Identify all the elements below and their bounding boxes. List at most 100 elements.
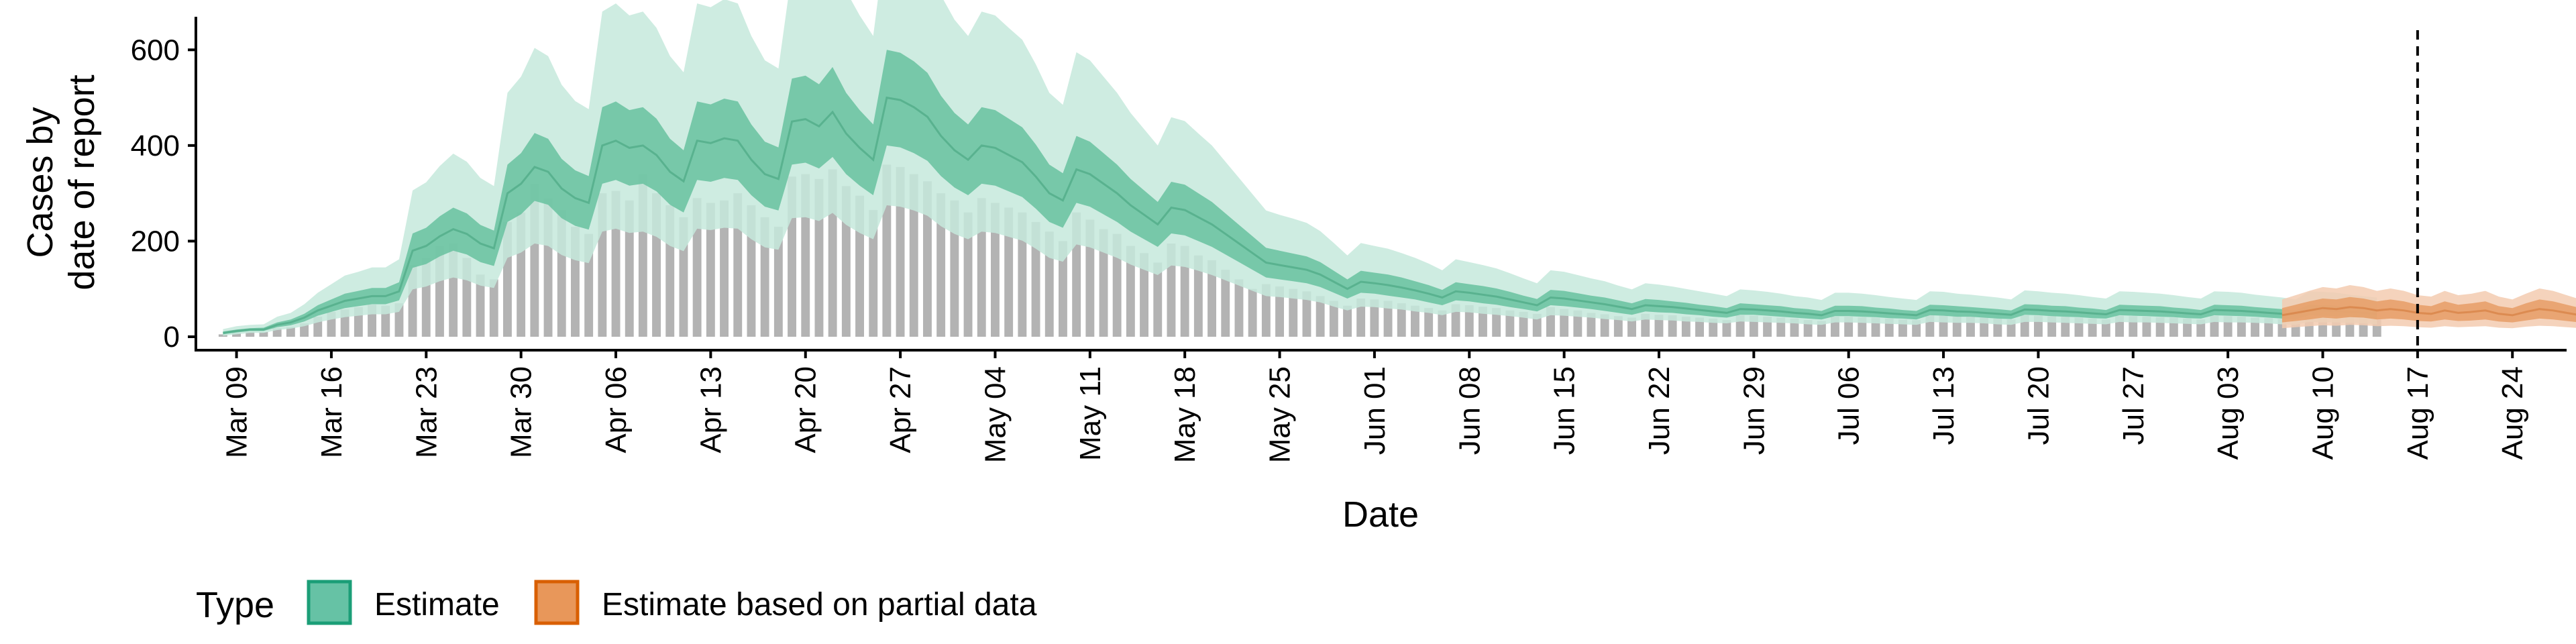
observed-bar bbox=[1221, 270, 1230, 337]
x-tick-label: Apr 20 bbox=[790, 366, 822, 453]
observed-bar bbox=[991, 203, 1000, 337]
observed-bar bbox=[246, 331, 255, 337]
observed-bar bbox=[896, 166, 905, 337]
observed-bar bbox=[1140, 253, 1148, 337]
observed-bar bbox=[1709, 318, 1718, 337]
axes: 0 200 400 600 Mar 09 Mar 16 Mar 23 Mar 30 Apr 0… bbox=[131, 17, 2567, 463]
legend-swatch-estimate bbox=[307, 580, 352, 625]
observed-bar bbox=[1505, 310, 1515, 337]
observed-bar bbox=[625, 200, 634, 337]
observed-bar bbox=[1600, 314, 1609, 337]
observed-bar bbox=[1519, 311, 1528, 337]
x-tick-label: Jul 27 bbox=[2117, 366, 2150, 445]
y-tick-label: 400 bbox=[131, 129, 180, 162]
x-tick-label: Jun 22 bbox=[1643, 366, 1676, 455]
x-tick-label: Jul 06 bbox=[1833, 366, 1866, 445]
observed-bar bbox=[1681, 317, 1690, 337]
x-tick-label: Jun 15 bbox=[1548, 366, 1581, 455]
observed-bar bbox=[1695, 317, 1704, 337]
observed-bar bbox=[286, 327, 295, 337]
observed-bar bbox=[1085, 219, 1095, 337]
x-axis-ticks: Mar 09 Mar 16 Mar 23 Mar 30 Apr 06 Apr 13 Apr … bbox=[221, 350, 2529, 463]
estimate-inner-band bbox=[223, 50, 2377, 335]
observed-bar bbox=[259, 331, 268, 337]
observed-bar bbox=[1153, 262, 1163, 337]
observed-bar bbox=[218, 334, 227, 337]
observed-bar bbox=[1573, 310, 1582, 337]
observed-bar bbox=[1817, 321, 1826, 337]
observed-bar bbox=[1126, 246, 1135, 337]
observed-bar bbox=[1492, 308, 1501, 337]
observed-bar bbox=[1316, 296, 1325, 337]
observed-bar bbox=[963, 212, 973, 337]
observed-bar bbox=[1059, 241, 1067, 337]
x-tick-label: May 04 bbox=[979, 366, 1012, 463]
observed-bar bbox=[1180, 246, 1189, 337]
observed-bar bbox=[1587, 313, 1596, 337]
observed-bar bbox=[773, 227, 783, 337]
observed-bar bbox=[1275, 286, 1284, 337]
observed-bar bbox=[692, 198, 702, 337]
observed-bar bbox=[1208, 260, 1216, 337]
x-tick-label: Mar 23 bbox=[410, 366, 443, 458]
y-tick-label: 200 bbox=[131, 225, 180, 258]
observed-bar bbox=[1532, 313, 1542, 337]
x-tick-label: Mar 09 bbox=[221, 366, 254, 458]
x-tick-label: Mar 30 bbox=[505, 366, 538, 458]
observed-bar bbox=[1099, 229, 1108, 337]
y-tick-label: 0 bbox=[164, 321, 180, 354]
observed-bar bbox=[1004, 207, 1014, 337]
partial-median-line bbox=[2282, 306, 2576, 317]
x-tick-label: May 18 bbox=[1169, 366, 1201, 463]
observed-bar bbox=[1329, 301, 1338, 337]
observed-bar bbox=[1356, 299, 1366, 337]
x-tick-label: Aug 03 bbox=[2212, 366, 2245, 460]
observed-bar bbox=[1383, 301, 1393, 337]
x-tick-label: Jul 13 bbox=[1927, 366, 1960, 445]
observed-bar bbox=[1613, 316, 1623, 337]
observed-bar bbox=[1343, 305, 1352, 337]
observed-bar bbox=[1289, 288, 1298, 337]
x-tick-label: Aug 17 bbox=[2402, 366, 2434, 460]
x-tick-label: Jun 01 bbox=[1358, 366, 1391, 455]
x-tick-label: Jul 20 bbox=[2022, 366, 2055, 445]
x-tick-label: May 11 bbox=[1074, 366, 1107, 461]
legend-swatch-partial bbox=[534, 580, 580, 625]
x-tick-label: Apr 13 bbox=[694, 366, 727, 453]
observed-bar bbox=[1397, 303, 1406, 337]
x-axis-title: Date bbox=[1342, 494, 1419, 535]
estimate-median-line bbox=[223, 96, 2377, 334]
observed-bar bbox=[1031, 221, 1040, 337]
observed-bar bbox=[1654, 315, 1664, 337]
observed-bar bbox=[300, 323, 309, 337]
observed-bar bbox=[232, 333, 241, 337]
observed-bar bbox=[909, 174, 918, 337]
x-tick-label: Apr 27 bbox=[884, 366, 917, 453]
observed-bar bbox=[1302, 291, 1311, 337]
observed-bar bbox=[1261, 284, 1271, 337]
estimate-outer-band bbox=[223, 0, 2377, 336]
legend-label-estimate: Estimate bbox=[374, 587, 500, 623]
y-tick-label: 600 bbox=[131, 34, 180, 66]
observed-bar bbox=[476, 274, 485, 337]
x-tick-label: Aug 10 bbox=[2307, 366, 2340, 460]
observed-case-bars bbox=[218, 164, 2381, 337]
observed-bar bbox=[1479, 307, 1487, 337]
estimate-bands bbox=[223, 0, 2576, 336]
observed-bar bbox=[1464, 305, 1474, 337]
observed-bar bbox=[706, 203, 715, 337]
x-tick-label: Jun 08 bbox=[1453, 366, 1486, 455]
observed-bar bbox=[936, 193, 946, 337]
x-tick-label: May 25 bbox=[1264, 366, 1297, 463]
observed-bar bbox=[869, 210, 878, 337]
observed-bar bbox=[923, 181, 932, 337]
observed-bar bbox=[1560, 309, 1569, 337]
x-tick-label: Apr 06 bbox=[600, 366, 633, 453]
observed-bar bbox=[1248, 288, 1257, 337]
observed-bar bbox=[489, 279, 498, 337]
observed-bar bbox=[1193, 255, 1203, 337]
observed-bar bbox=[1627, 317, 1636, 337]
observed-bar bbox=[1234, 279, 1244, 337]
observed-bar bbox=[1411, 305, 1419, 337]
